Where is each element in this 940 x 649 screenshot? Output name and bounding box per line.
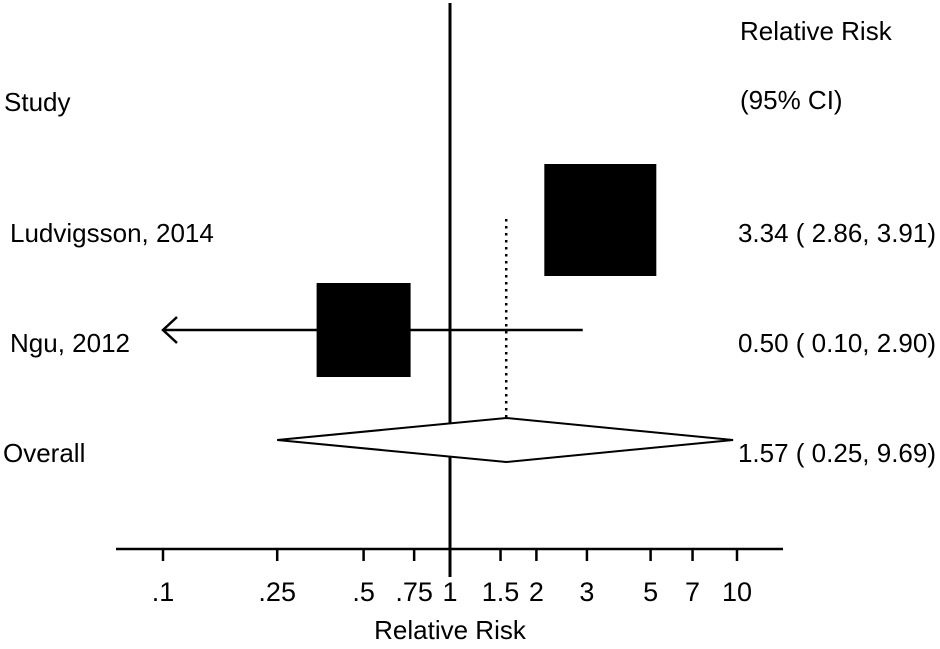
x-axis-tick-label: .1: [152, 577, 175, 607]
overall-effect-value: 1.57 ( 0.25, 9.69): [737, 438, 936, 468]
x-axis-tick-label: 5: [643, 577, 658, 607]
x-axis-tick-label: 1: [442, 577, 457, 607]
overall-diamond: [277, 416, 734, 464]
effect-column-header-line2: (95% CI): [740, 85, 843, 115]
x-axis-title: Relative Risk: [374, 615, 526, 645]
x-axis-tick-label: 7: [685, 577, 700, 607]
x-axis-tick-label: 2: [529, 577, 544, 607]
x-axis-tick-label: 1.5: [482, 577, 520, 607]
x-axis-tick-label: .25: [258, 577, 296, 607]
study-label: Ngu, 2012: [10, 328, 130, 358]
x-axis-tick-label: .75: [395, 577, 433, 607]
x-axis-tick-label: 3: [579, 577, 594, 607]
arrow-left-icon: [161, 316, 178, 344]
effect-column-header-line1: Relative Risk: [740, 16, 892, 46]
weight-box: [316, 283, 411, 377]
study-label: Ludvigsson, 2014: [10, 218, 214, 248]
study-column-header: Study: [4, 87, 71, 117]
x-axis-tick-label: .5: [352, 577, 375, 607]
weight-box: [544, 164, 657, 276]
x-axis-tick-label: 10: [722, 577, 752, 607]
study-effect-value: 3.34 ( 2.86, 3.91): [737, 218, 936, 248]
overall-label: Overall: [3, 438, 86, 468]
study-effect-value: 0.50 ( 0.10, 2.90): [737, 328, 936, 358]
